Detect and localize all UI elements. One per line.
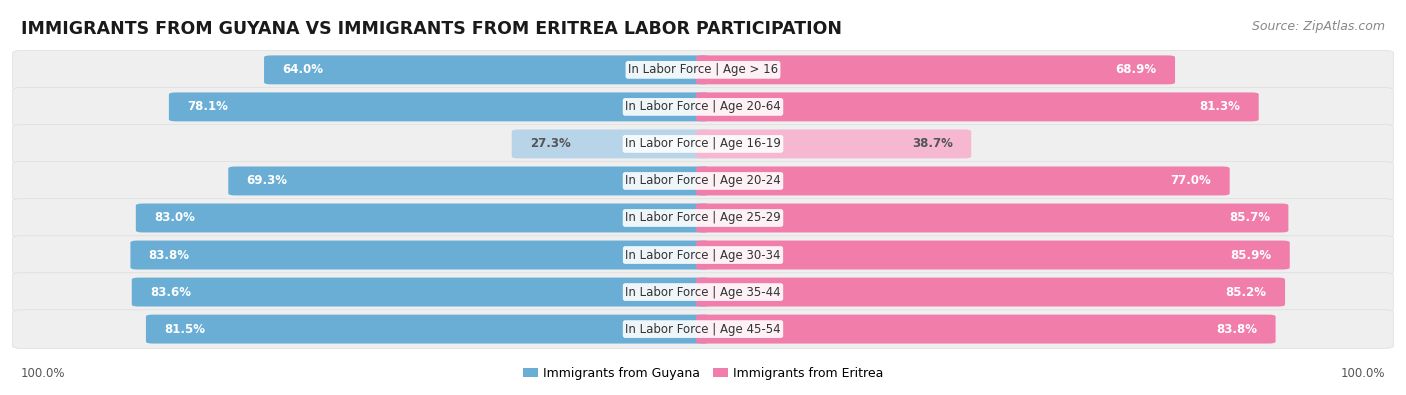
Text: Source: ZipAtlas.com: Source: ZipAtlas.com [1251,20,1385,33]
Text: In Labor Force | Age 25-29: In Labor Force | Age 25-29 [626,211,780,224]
Text: 83.8%: 83.8% [149,248,190,261]
Text: 83.0%: 83.0% [155,211,195,224]
Text: 83.6%: 83.6% [150,286,191,299]
Text: IMMIGRANTS FROM GUYANA VS IMMIGRANTS FROM ERITREA LABOR PARTICIPATION: IMMIGRANTS FROM GUYANA VS IMMIGRANTS FRO… [21,20,842,38]
Text: 38.7%: 38.7% [912,137,953,150]
Text: 100.0%: 100.0% [1340,367,1385,380]
Text: In Labor Force | Age > 16: In Labor Force | Age > 16 [628,63,778,76]
Text: In Labor Force | Age 30-34: In Labor Force | Age 30-34 [626,248,780,261]
Text: 77.0%: 77.0% [1171,175,1212,188]
Text: 100.0%: 100.0% [21,367,66,380]
Text: In Labor Force | Age 35-44: In Labor Force | Age 35-44 [626,286,780,299]
Text: 81.3%: 81.3% [1199,100,1240,113]
Text: In Labor Force | Age 16-19: In Labor Force | Age 16-19 [626,137,780,150]
Text: 85.9%: 85.9% [1230,248,1271,261]
Text: 83.8%: 83.8% [1216,323,1257,336]
Legend: Immigrants from Guyana, Immigrants from Eritrea: Immigrants from Guyana, Immigrants from … [517,362,889,385]
Text: 85.2%: 85.2% [1226,286,1267,299]
Text: 64.0%: 64.0% [283,63,323,76]
Text: In Labor Force | Age 20-64: In Labor Force | Age 20-64 [626,100,780,113]
Text: 68.9%: 68.9% [1115,63,1157,76]
Text: In Labor Force | Age 20-24: In Labor Force | Age 20-24 [626,175,780,188]
Text: 78.1%: 78.1% [187,100,228,113]
Text: 81.5%: 81.5% [165,323,205,336]
Text: 69.3%: 69.3% [246,175,288,188]
Text: In Labor Force | Age 45-54: In Labor Force | Age 45-54 [626,323,780,336]
Text: 85.7%: 85.7% [1229,211,1270,224]
Text: 27.3%: 27.3% [530,137,571,150]
